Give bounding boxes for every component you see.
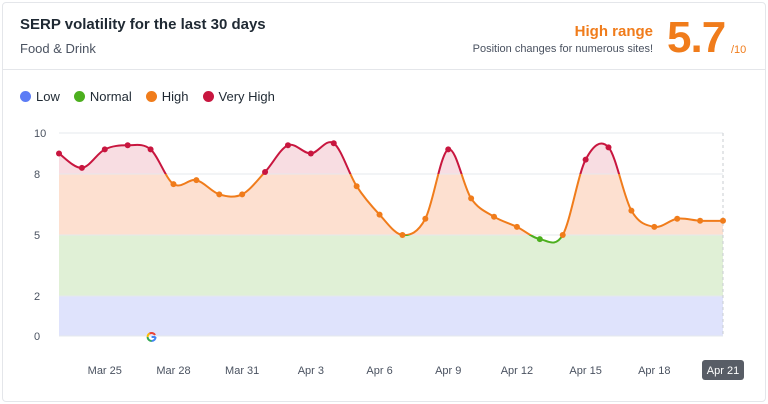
band-area-very-high bbox=[59, 142, 723, 174]
x-tick-label: Apr 3 bbox=[298, 365, 324, 377]
x-tick-label: Mar 31 bbox=[225, 365, 259, 377]
band-fill-low bbox=[59, 296, 723, 336]
y-tick-label: 8 bbox=[34, 169, 40, 181]
data-point bbox=[262, 168, 269, 175]
data-point bbox=[651, 223, 658, 230]
x-tick-label: Mar 25 bbox=[88, 365, 122, 377]
data-point bbox=[422, 215, 429, 222]
data-point bbox=[697, 217, 704, 224]
data-point bbox=[170, 181, 177, 188]
y-tick-label: 0 bbox=[34, 331, 40, 343]
band-fill-very-high bbox=[59, 142, 723, 174]
y-tick-label: 10 bbox=[34, 128, 46, 140]
x-tick-label: Apr 18 bbox=[638, 365, 670, 377]
band-fill-normal bbox=[59, 235, 723, 296]
chart-legend: Low Normal High Very High bbox=[20, 89, 275, 104]
legend-dot-normal bbox=[73, 91, 85, 102]
card-header: SERP volatility for the last 30 days Foo… bbox=[3, 3, 765, 70]
volatility-score: 5.7 bbox=[667, 13, 726, 62]
data-point bbox=[193, 177, 200, 184]
data-point bbox=[445, 146, 452, 153]
data-point bbox=[216, 191, 223, 198]
data-point bbox=[376, 211, 383, 218]
y-tick-label: 5 bbox=[34, 230, 40, 242]
legend-item-high[interactable]: High bbox=[145, 89, 189, 104]
data-point bbox=[559, 232, 566, 238]
legend-item-normal[interactable]: Normal bbox=[73, 89, 132, 104]
legend-label-high: High bbox=[161, 89, 189, 104]
x-tick-label: Mar 28 bbox=[156, 365, 190, 377]
x-tick-label: Apr 12 bbox=[501, 365, 533, 377]
legend-item-low[interactable]: Low bbox=[20, 89, 60, 104]
range-description: Position changes for numerous sites! bbox=[472, 43, 653, 55]
card-title: SERP volatility for the last 30 days bbox=[20, 16, 266, 33]
data-point bbox=[101, 146, 108, 153]
data-point bbox=[536, 236, 543, 243]
legend-item-very-high[interactable]: Very High bbox=[202, 89, 275, 104]
y-tick-label: 2 bbox=[34, 291, 40, 303]
data-point bbox=[582, 156, 589, 163]
data-point bbox=[307, 150, 314, 157]
legend-dot-low bbox=[20, 91, 31, 102]
x-tick-label: Apr 9 bbox=[435, 365, 461, 377]
legend-label-normal: Normal bbox=[89, 89, 132, 104]
series-line-very-high bbox=[58, 141, 621, 174]
google-g-icon bbox=[146, 332, 157, 342]
data-point bbox=[147, 146, 154, 153]
volatility-score-max: /10 bbox=[731, 44, 747, 56]
legend-label-very-high: Very High bbox=[218, 89, 275, 104]
data-point bbox=[468, 195, 475, 202]
legend-dot-high bbox=[145, 91, 157, 102]
x-tick-label: Apr 21 bbox=[707, 365, 739, 377]
range-title: High range bbox=[574, 23, 653, 40]
category-label: Food & Drink bbox=[20, 41, 96, 56]
data-point bbox=[330, 140, 337, 147]
legend-dot-very-high bbox=[202, 91, 214, 102]
data-point bbox=[491, 213, 498, 220]
data-point bbox=[56, 150, 62, 157]
band-fill-high bbox=[59, 174, 723, 235]
data-point bbox=[353, 183, 360, 190]
legend-label-low: Low bbox=[36, 89, 60, 104]
data-point bbox=[720, 217, 726, 224]
band-area-high bbox=[59, 174, 723, 235]
data-point bbox=[78, 164, 85, 171]
data-point bbox=[239, 191, 246, 198]
x-tick-label: Apr 6 bbox=[366, 365, 392, 377]
data-point bbox=[513, 223, 520, 230]
data-point bbox=[605, 144, 612, 151]
data-point bbox=[674, 215, 681, 222]
data-point bbox=[284, 142, 291, 149]
highlighted-date-badge bbox=[702, 360, 744, 380]
data-point bbox=[628, 207, 635, 214]
band-area-normal bbox=[59, 235, 723, 296]
data-point bbox=[124, 142, 131, 149]
band-area-low bbox=[59, 296, 723, 336]
x-tick-label: Apr 15 bbox=[569, 365, 601, 377]
data-point bbox=[399, 232, 406, 238]
